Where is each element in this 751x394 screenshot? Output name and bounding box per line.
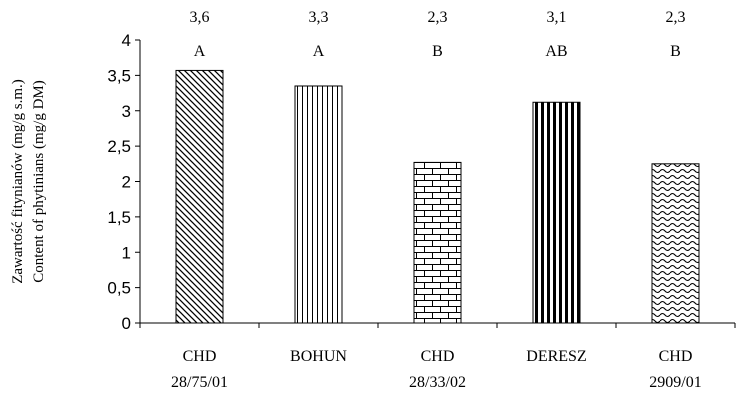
category-label-line1: DERESZ (526, 348, 586, 365)
axes: 0 0,5 1 1,5 2 2,5 3 3,5 4 (107, 31, 736, 333)
category-label-line1: BOHUN (290, 348, 347, 365)
group-letter: AB (545, 43, 567, 60)
y-tick-label: 3 (122, 102, 131, 121)
y-tick-label: 1,5 (107, 208, 131, 227)
y-tick-label: 0,5 (107, 279, 131, 298)
bar-3 (413, 161, 462, 324)
value-label: 3,1 (547, 9, 567, 26)
y-axis-title-line2: Content of phytinians (mg/g DM) (31, 80, 47, 283)
bar-4 (532, 101, 581, 324)
group-letter: A (313, 43, 325, 60)
value-label: 3,3 (309, 9, 329, 26)
category-label-line2: 28/75/01 (171, 374, 228, 391)
category-label-line2: 2909/01 (649, 374, 701, 391)
value-label: 3,6 (190, 9, 210, 26)
y-tick-label: 3,5 (107, 66, 131, 85)
y-tick-label: 2 (122, 173, 131, 192)
category-label-line1: CHD (659, 348, 693, 365)
bar-2 (294, 85, 343, 324)
category-label-line2: 28/33/02 (409, 374, 466, 391)
y-tick-label: 4 (122, 31, 131, 50)
group-letter: B (432, 43, 443, 60)
category-label-line1: CHD (183, 348, 217, 365)
y-axis-title-line1: Zawartość fitynianów (mg/g s.m.) (10, 79, 26, 284)
group-letter: B (670, 43, 681, 60)
group-letter: A (194, 43, 206, 60)
value-label: 2,3 (666, 9, 686, 26)
bars (175, 69, 700, 324)
category-label-line1: CHD (421, 348, 455, 365)
labels: 3,6 A CHD 28/75/01 3,3 A BOHUN 2,3 B CHD 28/33/02 3… (10, 9, 702, 391)
y-tick-label: 2,5 (107, 137, 131, 156)
y-tick-label: 1 (122, 243, 131, 262)
y-tick-label: 0 (122, 314, 131, 333)
bar-5 (651, 163, 700, 324)
value-label: 2,3 (428, 9, 448, 26)
bar-1 (175, 69, 224, 324)
